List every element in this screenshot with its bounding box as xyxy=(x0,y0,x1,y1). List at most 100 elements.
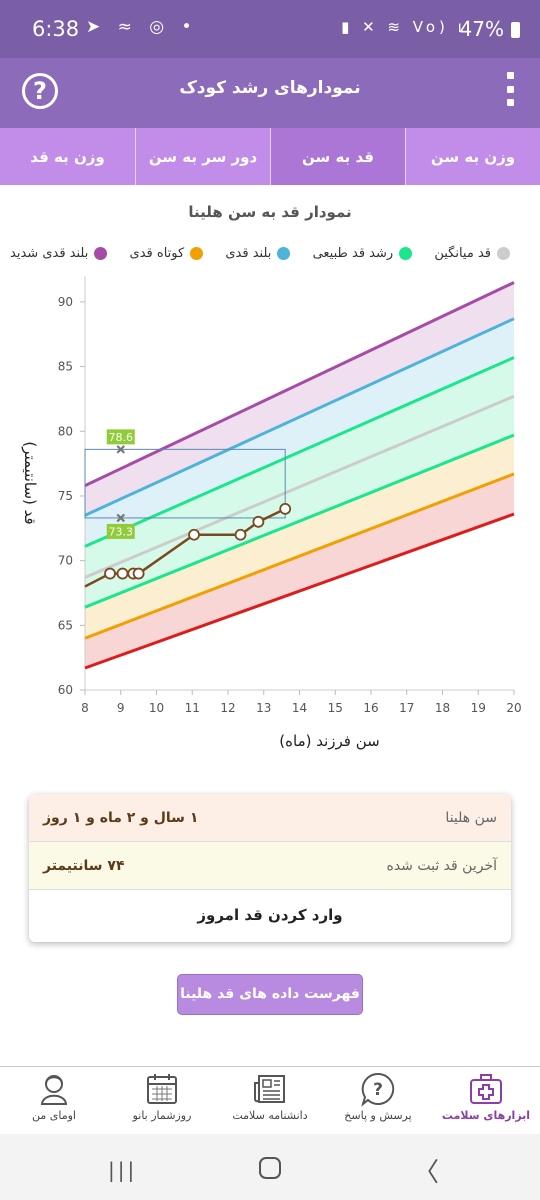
y-axis-label: قد (سانتیمتر) xyxy=(21,441,39,524)
legend-dot xyxy=(399,246,413,260)
y-tick-label: 90 xyxy=(58,295,73,309)
child-data-point xyxy=(104,567,116,580)
reference-curve xyxy=(84,512,515,670)
child-data-point xyxy=(234,528,247,541)
value-marker: 73.3 xyxy=(106,513,135,539)
child-data-point xyxy=(188,528,200,541)
enter-today-height-button[interactable]: وارد کردن قد امروز xyxy=(197,906,343,924)
newspaper-icon xyxy=(254,1075,285,1103)
value-marker: 78.6 xyxy=(106,429,135,454)
y-tick-label: 75 xyxy=(58,489,73,503)
tab-head-circumference[interactable]: دور سر به سن xyxy=(135,128,270,185)
y-tick-label: 65 xyxy=(58,618,73,632)
info-card: سن هلینا ۱ سال و ۲ ماه و ۱ روز آخرین قد … xyxy=(29,794,511,942)
x-tick-label: 15 xyxy=(328,701,343,715)
status-bar: 6:38 ➤ ≈ ◎ • ▮ ✕ ≋ Vo) ıl 47% xyxy=(0,0,540,58)
system-nav-bar: ||| 〈 xyxy=(0,1134,540,1200)
legend-dot xyxy=(497,246,510,260)
nav-label: اومای من xyxy=(32,1109,76,1122)
help-icon[interactable]: ? xyxy=(22,73,58,109)
band-fill xyxy=(85,318,514,547)
nav-item-encyclopedia[interactable]: دانشنامه سلامت xyxy=(216,1067,324,1135)
legend-item-normal[interactable]: رشد قد طبیعی xyxy=(313,243,413,263)
home-button[interactable] xyxy=(259,1157,281,1179)
marker-label-bg xyxy=(106,429,135,445)
reference-curve xyxy=(84,356,515,548)
x-tick-label: 11 xyxy=(185,701,200,715)
system-icons: ▮ ✕ ≋ Vo) ıl xyxy=(341,18,474,36)
child-data-point xyxy=(116,567,129,580)
nav-item-my-profile[interactable]: اومای من xyxy=(0,1067,108,1135)
tab-height-for-age[interactable]: قد به سن xyxy=(270,128,405,185)
x-tick-label: 18 xyxy=(435,701,450,715)
legend-label: رشد قد طبیعی xyxy=(312,245,394,261)
battery-icon xyxy=(511,22,520,38)
reference-curve xyxy=(84,433,515,609)
band-fill xyxy=(85,357,514,578)
marker-label: 73.3 xyxy=(109,525,134,538)
calendar-icon xyxy=(147,1074,177,1104)
band-fill xyxy=(85,282,514,516)
x-axis-label: سن فرزند (ماه) xyxy=(279,732,379,750)
medical-kit-icon xyxy=(470,1074,502,1104)
last-height-row: آخرین قد ثبت شده ۷۴ سانتیمتر xyxy=(29,842,511,890)
age-row: سن هلینا ۱ سال و ۲ ماه و ۱ روز xyxy=(29,794,511,842)
reference-curve xyxy=(84,281,515,487)
x-tick-label: 14 xyxy=(292,701,307,715)
legend-item-tall[interactable]: بلند قدی xyxy=(225,243,291,263)
nav-label: پرسش و پاسخ xyxy=(344,1109,412,1122)
x-tick-label: 12 xyxy=(220,701,235,715)
legend-label: بلند قدی xyxy=(225,245,272,261)
question-bubble-icon: ? xyxy=(361,1072,395,1107)
child-data-point xyxy=(132,567,145,580)
height-for-age-chart[interactable]: 8 9 10 11 12 13 14 15 16 17 18 19 20 60 65 70 75 80 85 90 سن… xyxy=(0,265,540,755)
app-bar: ? نمودارهای رشد کودک xyxy=(0,58,540,128)
reference-curve xyxy=(84,394,515,579)
legend-label: کوتاه قدی xyxy=(129,245,185,261)
x-tick-label: 9 xyxy=(117,701,125,715)
legend-dot xyxy=(190,246,204,260)
nav-item-qa[interactable]: ? پرسش و پاسخ xyxy=(324,1067,432,1135)
band-fill xyxy=(85,473,514,669)
legend-item-short[interactable]: کوتاه قدی xyxy=(130,243,204,263)
page-title: نمودارهای رشد کودک xyxy=(179,78,361,98)
overflow-menu-icon[interactable] xyxy=(506,72,514,106)
reference-curve xyxy=(84,317,515,517)
age-value: ۱ سال و ۲ ماه و ۱ روز xyxy=(43,809,199,826)
band-fill xyxy=(85,435,514,639)
y-tick-label: 70 xyxy=(58,554,73,568)
svg-text:?: ? xyxy=(373,1080,383,1100)
recent-apps-button[interactable]: ||| xyxy=(108,1158,138,1182)
y-tick-label: 60 xyxy=(58,683,73,697)
x-tick-label: 20 xyxy=(506,701,521,715)
nav-label: روزشمار بانو xyxy=(132,1109,192,1122)
nav-item-calendar[interactable]: روزشمار بانو xyxy=(108,1067,216,1135)
clock: 6:38 xyxy=(32,17,80,41)
legend-label: قد میانگین xyxy=(434,245,491,261)
x-tick-label: 13 xyxy=(256,701,271,715)
reference-curve xyxy=(84,472,515,640)
height-data-list-button[interactable]: فهرست داده های قد هلینا xyxy=(177,974,363,1015)
bottom-nav: اومای من روزشمار بانو دانشنامه سلامت ? پ… xyxy=(0,1066,540,1134)
marker-cross xyxy=(116,445,126,454)
child-data-point xyxy=(252,515,265,528)
battery-percent: 47% xyxy=(459,17,504,41)
last-height-label: آخرین قد ثبت شده xyxy=(386,857,498,874)
child-data-point xyxy=(279,502,292,515)
age-label: سن هلینا xyxy=(445,809,497,826)
marker-cross xyxy=(116,513,126,523)
legend-item-average[interactable]: قد میانگین xyxy=(434,243,510,263)
tab-weight-for-age[interactable]: وزن به سن xyxy=(405,128,540,185)
x-tick-label: 19 xyxy=(471,701,486,715)
legend-dot xyxy=(277,246,291,260)
chart-title: نمودار قد به سن هلینا xyxy=(188,203,352,221)
highlight-box xyxy=(84,448,286,519)
tab-weight-for-height[interactable]: وزن به قد xyxy=(30,147,105,166)
nav-label: دانشنامه سلامت xyxy=(232,1109,308,1122)
back-button[interactable]: 〈 xyxy=(413,1158,440,1188)
marker-label: 78.6 xyxy=(109,431,134,444)
legend-item-very-tall[interactable]: بلند قدی شدید xyxy=(10,243,108,263)
last-height-value: ۷۴ سانتیمتر xyxy=(43,857,125,874)
user-icon xyxy=(40,1075,68,1105)
nav-item-health-tools[interactable]: ابزارهای سلامت xyxy=(432,1067,540,1135)
